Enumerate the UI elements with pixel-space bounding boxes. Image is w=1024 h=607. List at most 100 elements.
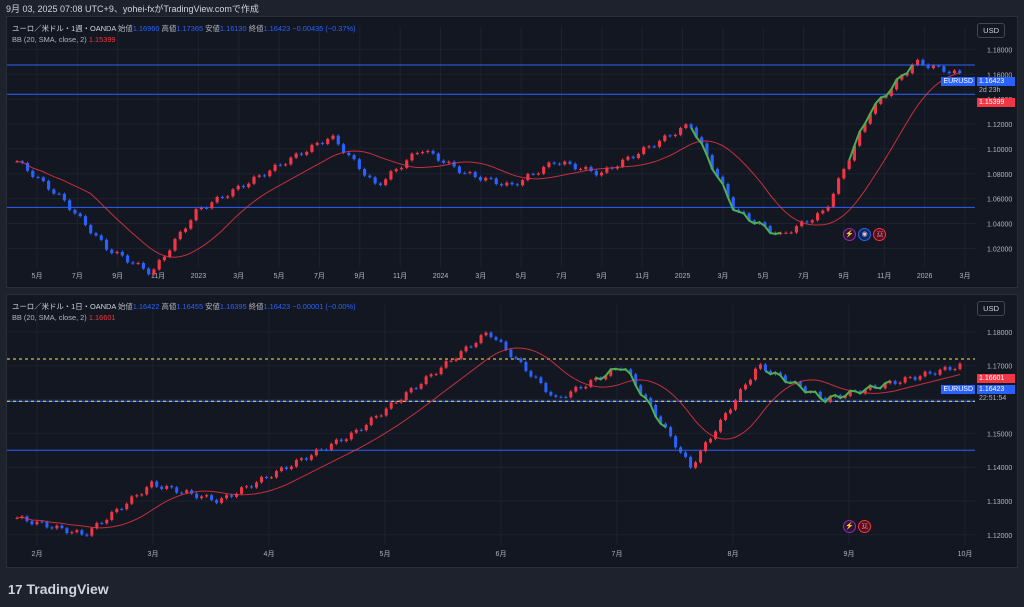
candle-body [674,436,678,448]
candle-body [259,476,263,483]
lightning-icon[interactable]: ⚡ [843,228,856,241]
candle-body [115,508,119,513]
candle-body [269,477,273,479]
x-tick-label: 10月 [958,550,973,558]
candle-body [99,235,103,240]
candle-body [626,156,630,160]
candle-body [710,155,714,170]
candle-body [931,65,935,69]
candle-body [926,64,930,69]
candle-body [783,375,787,382]
candle-body [531,173,535,175]
y-tick-label: 1.17000 [987,364,1012,371]
candle-body [758,364,762,369]
low-label: 安値 [205,302,220,311]
candle-body [657,140,662,147]
x-tick-label: 5月 [380,550,391,558]
event-icons[interactable]: ⚡ 🇺 [843,517,872,533]
bb-price-tag: 1.15399 [977,98,1015,107]
candle-body [705,143,709,156]
candle-body [468,172,472,174]
candle-body [684,124,688,128]
candle-body [410,153,414,161]
candle-body [178,231,182,240]
candle-body [215,196,219,203]
candle-body [499,339,503,342]
candle-body [478,176,483,181]
candle-body [868,385,872,390]
candle-body [347,152,351,156]
x-tick-label: 9月 [354,272,365,280]
candle-body [185,490,189,493]
candle-body [257,175,261,177]
candle-body [838,395,842,398]
lightning-icon[interactable]: ⚡ [843,520,856,533]
candle-body [314,449,318,456]
candle-body [652,146,656,148]
candle-body [168,250,172,257]
currency-button[interactable]: USD [977,23,1005,38]
candle-body [369,417,373,426]
candle-body [473,172,477,177]
close-value: 1.16423 [263,302,291,311]
symbol-label: ユーロ／米ドル・1日・OANDA [12,302,116,311]
weekly-chart-pane[interactable]: ユーロ／米ドル・1週・OANDA 始値1.16960 高値1.17365 安値1… [6,16,1018,288]
candle-body [405,160,409,168]
y-tick-label: 1.12000 [987,533,1012,540]
daily-candlestick-chart[interactable]: 1.180001.170001.160001.150001.140001.130… [7,295,1018,568]
candle-body [953,369,957,371]
candle-body [552,162,556,164]
candle-body [284,467,288,469]
candle-body [536,173,540,175]
candle-body [452,161,456,167]
candle-body [94,233,98,236]
candle-body [289,157,293,165]
candle-body [928,371,932,374]
candle-body [344,439,348,442]
candle-body [659,416,663,424]
daily-chart-pane[interactable]: ユーロ／米ドル・1日・OANDA 始値1.16422 高値1.16455 安値1… [6,294,1018,568]
candle-body [752,220,756,224]
candle-body [40,521,44,523]
candle-body [798,381,802,387]
candle-body [826,206,830,211]
candle-body [125,503,129,510]
candle-body [689,124,693,128]
candle-body [310,144,314,152]
candle-body [669,427,673,437]
x-tick-label: 2026 [917,273,933,280]
candle-body [120,508,124,510]
symbol-tag: EURUSD [941,77,975,86]
weekly-candlestick-chart[interactable]: 1.180001.160001.140001.120001.100001.080… [7,17,1018,288]
candle-body [515,184,519,186]
candle-body [609,369,613,376]
candle-body [95,523,99,529]
candle-body [83,216,88,226]
candle-body [747,213,751,221]
candle-body [235,493,239,497]
candle-body [319,449,323,451]
candle-body [542,167,546,174]
currency-button[interactable]: USD [977,301,1005,316]
candle-body [883,383,887,389]
us-flag-icon[interactable]: 🇺 [873,228,887,241]
candle-body [220,498,224,503]
x-tick-label: 7月 [612,550,623,558]
bb-value: 1.15399 [88,35,116,44]
candle-body [194,209,198,221]
candle-body [489,177,493,179]
info-icon[interactable]: ◉ [858,228,872,241]
candle-body [110,512,114,520]
close-label: 終値 [248,302,264,311]
event-icons[interactable]: ⚡ ◉ 🇺 [843,225,887,241]
candle-body [584,166,588,170]
candle-body [236,185,240,190]
candle-body [65,528,69,534]
candle-body [578,169,583,171]
us-flag-icon[interactable]: 🇺 [858,520,872,533]
candle-body [160,486,164,489]
candle-body [504,341,508,350]
candle-body [15,517,19,519]
candle-body [170,486,174,488]
candle-body [684,452,688,457]
